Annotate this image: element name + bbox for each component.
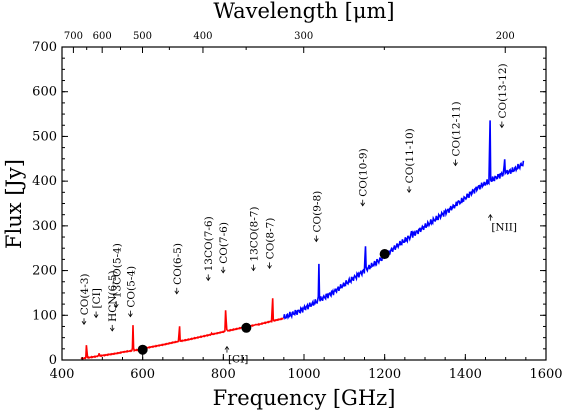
y-tick-label: 300 xyxy=(32,219,57,234)
y-tick-label: 500 xyxy=(32,129,57,144)
annotation-arrowhead xyxy=(360,202,366,207)
line-annotations: CO(4-3) [CI] 13CO(5-4)HCN(6-5) CO(5-4) CO(6-… xyxy=(79,63,517,365)
annotation-arrowhead xyxy=(224,345,230,350)
x-tick-label: 400 xyxy=(50,367,75,382)
annotation-arrowhead xyxy=(499,124,505,129)
line-label: CO(8-7) xyxy=(265,218,277,260)
annotation-arrowhead xyxy=(81,321,87,325)
y-tick-label: 200 xyxy=(32,264,57,279)
y-tick-label: 700 xyxy=(32,40,57,55)
line-label: 13CO(5-4) xyxy=(111,243,123,298)
x-axis-label: Frequency [GHz] xyxy=(213,386,396,410)
annotation-arrowhead xyxy=(406,189,412,194)
x-tick-label: 800 xyxy=(211,367,236,382)
line-label: CO(12-11) xyxy=(450,101,462,156)
annotation-arrowhead xyxy=(488,213,493,218)
spectrum-series-2 xyxy=(283,120,525,320)
x-tick-label: 600 xyxy=(130,367,155,382)
annotation-arrowhead xyxy=(453,162,458,167)
annotation-arrowhead xyxy=(113,304,119,308)
x-axis-ticks: 400 600 800 1000 1200 1400 1600 xyxy=(50,354,563,382)
y-axis-label: Flux [Jy] xyxy=(2,159,26,249)
annotation-arrowhead xyxy=(267,265,272,270)
plot-frame xyxy=(61,46,547,361)
line-label: HCN(6-5) xyxy=(107,270,119,321)
y-tick-label: 400 xyxy=(32,174,57,189)
annotation-arrowhead xyxy=(93,314,99,319)
annotation-arrowhead xyxy=(220,269,226,274)
line-label: 13CO(7-6) xyxy=(203,216,215,271)
top-tick-label: 300 xyxy=(294,31,313,42)
line-label: 13CO(8-7) xyxy=(248,206,260,261)
x-tick-label: 1200 xyxy=(368,367,401,382)
line-label: CO(4-3) xyxy=(79,273,91,315)
annotation-arrowhead xyxy=(128,313,133,318)
top-tick-label: 700 xyxy=(64,31,83,42)
y-tick-label: 600 xyxy=(32,85,57,100)
y-tick-label: 0 xyxy=(49,353,57,368)
x-tick-label: 1400 xyxy=(449,367,482,382)
top-tick-label: 500 xyxy=(133,31,152,42)
annotation-arrowhead xyxy=(251,267,256,272)
line-label: CO(9-8) xyxy=(311,191,323,233)
line-label: CO(6-5) xyxy=(172,243,184,285)
annotation-arrowhead xyxy=(205,277,211,282)
top-tick-label: 600 xyxy=(93,31,112,42)
annotation-arrowhead xyxy=(109,327,115,332)
line-label: CO(13-12) xyxy=(497,63,509,118)
photometry-point-1 xyxy=(137,344,148,355)
photometry-point-3 xyxy=(379,249,390,260)
line-label: CO(11-10) xyxy=(404,128,416,183)
photometry-points xyxy=(137,249,390,355)
top-axis-ticks: 700 600 500 400 300 200 xyxy=(64,31,515,53)
y-tick-label: 100 xyxy=(32,308,57,323)
line-label: CO(5-4) xyxy=(125,266,137,308)
photometry-point-2 xyxy=(241,322,252,333)
annotation-arrowhead xyxy=(313,238,319,243)
x-tick-label: 1600 xyxy=(529,367,562,382)
x-tick-label: 1000 xyxy=(287,367,320,382)
line-label: [CI] xyxy=(91,288,103,308)
line-label: CO(10-9) xyxy=(358,148,370,196)
annotation-arrowhead xyxy=(174,290,180,295)
top-tick-label: 400 xyxy=(193,31,212,42)
line-label: [NII] xyxy=(491,222,517,234)
top-axis-label: Wavelength [μm] xyxy=(213,0,394,23)
line-label: CO(7-6) xyxy=(218,222,230,264)
top-tick-label: 200 xyxy=(496,31,515,42)
